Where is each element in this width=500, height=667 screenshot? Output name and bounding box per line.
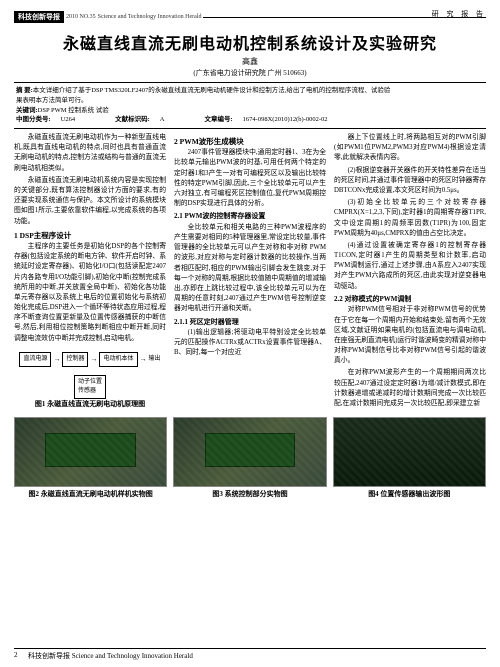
section-label: 研 究 报 告 <box>432 9 486 19</box>
abs-text1: 本文详细介绍了基于DSP TMS320LF2407的永磁直线直流无刷电动机硬件设… <box>33 86 391 96</box>
arrow-icon: → <box>90 354 97 365</box>
fig2-image <box>14 417 167 487</box>
artno-val: 1674-098X(2010)12(b)-0002-02 <box>243 115 328 125</box>
col-2: 2 PWM波形生成模块 2407事件管理器模块中,通用定时器1、3在为全比较单元… <box>174 133 326 411</box>
c3p2: (2)根据逆变器开关器件的开关特性差异在适当的死区时间,并通过事件管理器中的死区… <box>334 166 486 197</box>
abs-label: 摘 要: <box>16 86 33 96</box>
c3p5: 对称PWM信号相对于非对称PWM信号的优势在于它在每一个周期内开始和结束处,留有… <box>334 305 486 366</box>
fig2-caption: 图2 永磁直线直流无刷电动机样机实物图 <box>14 489 167 499</box>
col-1: 永磁直线直流无刷电动机作为一种新型直线电机,既具有直线电动机的特点,同时也具有普… <box>14 133 166 411</box>
clc-val: U264 <box>61 115 75 125</box>
fig1-caption: 图1 永磁直线直流无刷电动机原理图 <box>14 399 166 410</box>
c2h3: 2.1.1 死区定时器管理 <box>174 317 326 328</box>
diag-b3: 电动机本体 <box>99 352 137 367</box>
c1p2: 永磁直线直流无刷电动机系统内容是实现控制的关键部分,既有算法控制器设计方面的要求… <box>14 176 166 227</box>
c2p2: 全比较单元和相关电路的三种PWM波程序的产生需要对相同的5种管理器里,常设定比较… <box>174 223 326 315</box>
footer-text: 科技创新导报 Science and Technology Innovation… <box>28 651 193 661</box>
col-3: 器上下位置线上时,将两路相互对的PWM引脚(如PWM1位PWM2,PWM3对应P… <box>334 133 486 411</box>
fig4-caption: 图4 位置传感器输出波形图 <box>333 489 486 499</box>
paper-title: 永磁直线直流无刷电动机控制系统设计及实验研究 <box>14 30 486 54</box>
c2p1: 2407事件管理器模块中,通用定时器1、3在为全比较单元输出PWM波的时基,可用… <box>174 148 326 209</box>
kw-label: 关键词: <box>16 106 38 116</box>
c3p6: 在对称PWM波形产生的一个周期期间两次比较压配,2407通过设定定时器1为增/减… <box>334 368 486 409</box>
diag-b4: 动子位置 传感器 <box>74 375 106 399</box>
page-number: 2 <box>14 651 28 661</box>
c2p3: (1)输出逻辑器;将驱动电平特别设定全比较单元的匹配操作ACTRx或ACTRx设… <box>174 328 326 359</box>
c1p3: 主程序的主要任务是初始化DSP的各个控制寄存器(包括设定系统的断电方钟、软件开启… <box>14 242 166 344</box>
abstract-box: 摘 要: 本文详细介绍了基于DSP TMS320LF2407的永磁直线直流无刷电… <box>14 82 486 129</box>
figure-3: 图3 系统控制部分实物图 <box>173 417 326 499</box>
arrow-icon: → <box>140 354 147 365</box>
c3p3: (3)初始全比较单元的三个对较寄存器CMPRX(X=1,2,3,下同),定时器1… <box>334 198 486 239</box>
c2h2: 2.1 PWM波的控制寄存器设置 <box>174 211 326 222</box>
page-footer: 2 科技创新导报 Science and Technology Innovati… <box>14 648 486 661</box>
author: 高鑫 <box>14 56 486 67</box>
journal-tag: 科技创新导报 <box>14 11 64 23</box>
diag-out: 输出 <box>149 355 161 364</box>
c1p1: 永磁直线直流无刷电动机作为一种新型直线电机,既具有直线电动机的特点,同时也具有普… <box>14 133 166 174</box>
diag-b2: 控制器 <box>62 352 88 367</box>
figure-2: 图2 永磁直线直流无刷电动机样机实物图 <box>14 417 167 499</box>
body-columns: 永磁直线直流无刷电动机作为一种新型直线电机,既具有直线电动机的特点,同时也具有普… <box>14 133 486 411</box>
diag-b1: 直流电源 <box>19 352 51 367</box>
fig3-image <box>173 417 326 487</box>
header-rule: 研 究 报 告 <box>203 17 486 18</box>
journal-header: 科技创新导报 2010 NO.35 Science and Technology… <box>14 10 486 24</box>
arrow-icon: → <box>53 354 60 365</box>
figures-row: 图2 永磁直线直流无刷电动机样机实物图 图3 系统控制部分实物图 图4 位置传感… <box>14 417 486 499</box>
fig4-image <box>333 417 486 487</box>
artno-label: 文章编号: <box>205 115 233 125</box>
journal-issue: 2010 NO.35 <box>66 14 96 20</box>
c3p4: (4)通过设置被确定寄存器1的控制寄存器T1CON,定时器1产生的周期类型和计数… <box>334 241 486 292</box>
doc-code-label: 文献标识码: <box>115 115 150 125</box>
journal-eng: Science and Technology Innovation Herald <box>98 14 202 20</box>
c3h1: 2.2 对称模式的PWM调制 <box>334 294 486 305</box>
figure-4: 图4 位置传感器输出波形图 <box>333 417 486 499</box>
doc-code-val: A <box>160 115 165 125</box>
abs-text2: 果表明本方法简单可行。 <box>16 96 484 106</box>
c2h1: 2 PWM波形生成模块 <box>174 136 326 147</box>
clc-label: 中图分类号: <box>16 115 51 125</box>
fig3-caption: 图3 系统控制部分实物图 <box>173 489 326 499</box>
c3p1: 器上下位置线上时,将两路相互对的PWM引脚(如PWM1位PWM2,PWM3对应P… <box>334 133 486 164</box>
affiliation: (广东省电力设计研究院 广州 510663) <box>14 68 486 78</box>
kw-text: DSP PWM 控制系统 试验 <box>38 106 109 116</box>
c1h1: 1 DSP主程序设计 <box>14 230 166 241</box>
figure-1-diagram: 直流电源 → 控制器 → 电动机本体 → 输出 动子位置 传感器 <box>18 352 162 395</box>
